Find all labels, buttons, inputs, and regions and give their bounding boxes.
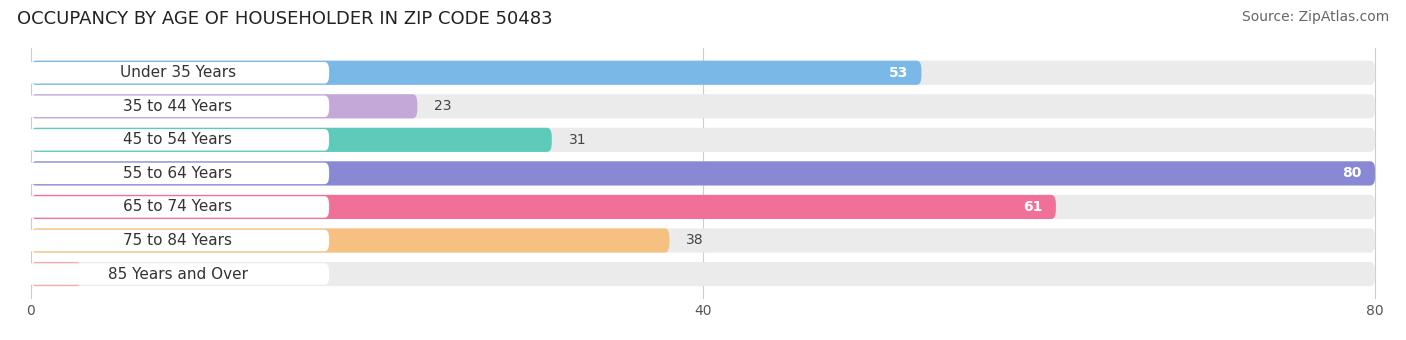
FancyBboxPatch shape	[31, 195, 1375, 219]
FancyBboxPatch shape	[31, 161, 1375, 186]
Text: 61: 61	[1024, 200, 1042, 214]
FancyBboxPatch shape	[31, 195, 1056, 219]
Text: 23: 23	[434, 99, 451, 113]
Text: 53: 53	[889, 66, 908, 80]
Text: 85 Years and Over: 85 Years and Over	[108, 267, 247, 282]
FancyBboxPatch shape	[31, 262, 82, 286]
Text: 45 to 54 Years: 45 to 54 Years	[124, 132, 232, 147]
FancyBboxPatch shape	[27, 196, 329, 218]
Text: 38: 38	[686, 234, 704, 248]
FancyBboxPatch shape	[27, 129, 329, 151]
FancyBboxPatch shape	[31, 228, 669, 253]
Text: Under 35 Years: Under 35 Years	[120, 65, 236, 80]
Text: OCCUPANCY BY AGE OF HOUSEHOLDER IN ZIP CODE 50483: OCCUPANCY BY AGE OF HOUSEHOLDER IN ZIP C…	[17, 10, 553, 28]
FancyBboxPatch shape	[31, 161, 1375, 186]
Text: 55 to 64 Years: 55 to 64 Years	[124, 166, 232, 181]
Text: 80: 80	[1343, 166, 1361, 181]
FancyBboxPatch shape	[31, 128, 551, 152]
FancyBboxPatch shape	[31, 94, 1375, 118]
FancyBboxPatch shape	[27, 263, 329, 285]
FancyBboxPatch shape	[31, 94, 418, 118]
FancyBboxPatch shape	[31, 128, 1375, 152]
FancyBboxPatch shape	[31, 228, 1375, 253]
Text: 75 to 84 Years: 75 to 84 Years	[124, 233, 232, 248]
FancyBboxPatch shape	[27, 62, 329, 84]
Text: 35 to 44 Years: 35 to 44 Years	[124, 99, 232, 114]
Text: 65 to 74 Years: 65 to 74 Years	[124, 200, 232, 215]
FancyBboxPatch shape	[27, 230, 329, 251]
Text: 31: 31	[568, 133, 586, 147]
FancyBboxPatch shape	[31, 61, 921, 85]
Text: Source: ZipAtlas.com: Source: ZipAtlas.com	[1241, 10, 1389, 24]
FancyBboxPatch shape	[31, 61, 1375, 85]
FancyBboxPatch shape	[27, 163, 329, 184]
FancyBboxPatch shape	[31, 262, 1375, 286]
FancyBboxPatch shape	[27, 96, 329, 117]
Text: 3: 3	[98, 267, 107, 281]
